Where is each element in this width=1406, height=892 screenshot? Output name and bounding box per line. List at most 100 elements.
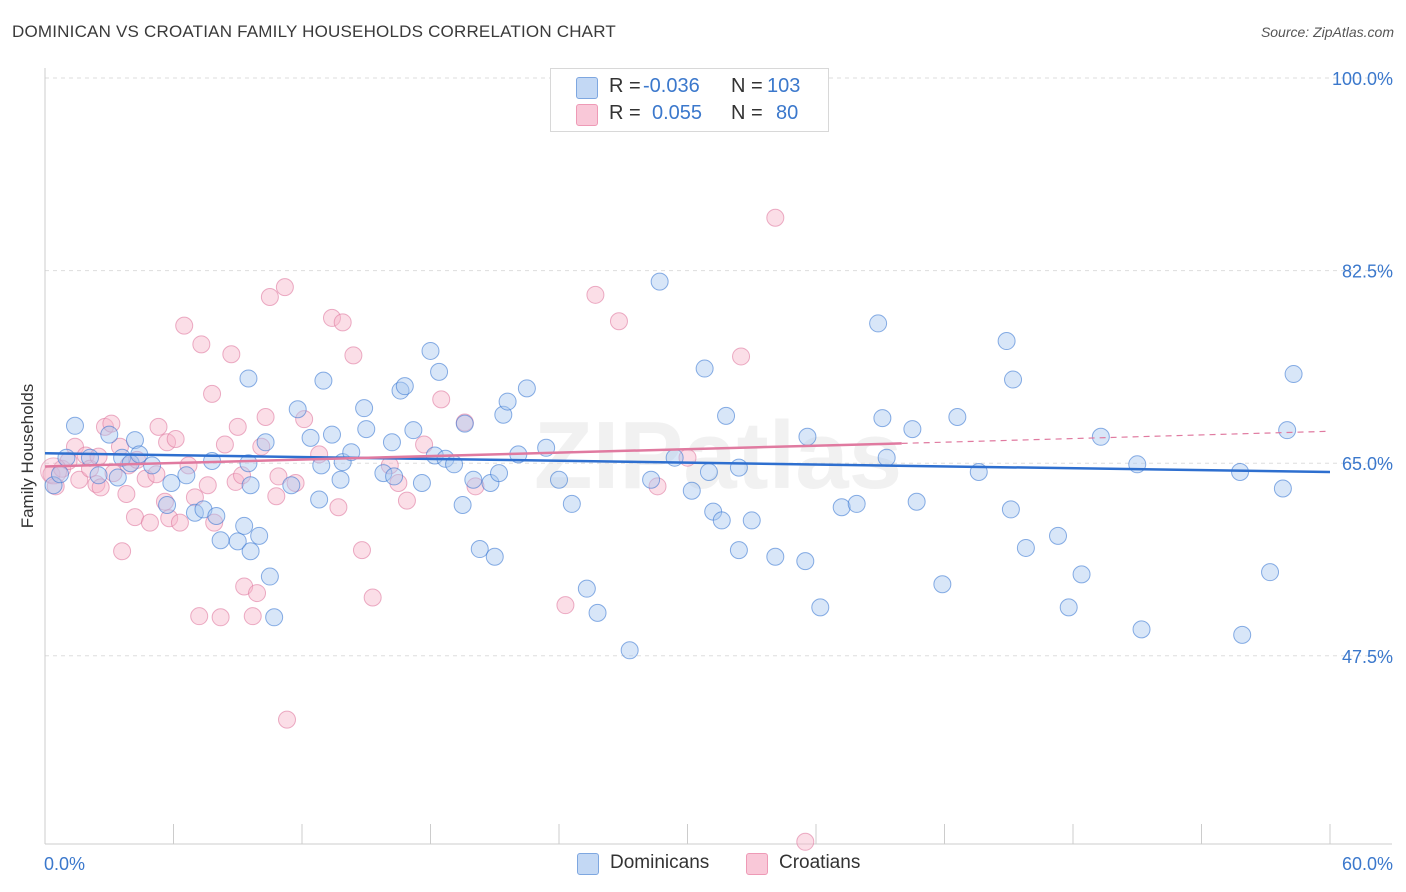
- dominicans-point: [832, 498, 851, 517]
- dominicans-point: [1059, 598, 1078, 617]
- croatians-trend-extension: [901, 430, 1331, 444]
- dominicans-point: [470, 540, 489, 559]
- dominicans-point: [57, 448, 76, 467]
- n-value: 80: [776, 102, 799, 124]
- r-value: -0.036: [643, 75, 700, 97]
- grid-lines: [45, 77, 1392, 657]
- stats-row-dominicans: R = -0.036 N = 103: [551, 74, 828, 100]
- dominicans-point: [44, 476, 63, 495]
- dominicans-point: [1261, 563, 1280, 582]
- dominicans-point: [620, 641, 639, 660]
- croatians-point: [766, 208, 785, 227]
- dominicans-point: [331, 470, 350, 489]
- dominicans-point: [143, 456, 162, 475]
- croatians-point: [192, 335, 211, 354]
- dominicans-point: [256, 433, 275, 452]
- croatians-point: [205, 513, 224, 532]
- croatians-point: [147, 465, 166, 484]
- dominicans-point: [485, 547, 504, 566]
- dominicans-point: [1278, 421, 1297, 440]
- dominicans-point: [250, 526, 269, 545]
- croatians-point: [432, 390, 451, 409]
- dominicans-point: [241, 542, 260, 561]
- dominicans-point: [1001, 500, 1020, 519]
- dominicans-point: [89, 466, 108, 485]
- stats-row-croatians: R = 0.055 N = 80: [551, 101, 828, 127]
- dominicans-point: [699, 463, 718, 482]
- legend-label: Croatians: [779, 852, 861, 873]
- dominicans-legend-swatch: [577, 853, 599, 875]
- dominicans-point: [1072, 565, 1091, 584]
- dominicans-point: [50, 465, 69, 484]
- croatians-point: [796, 832, 815, 851]
- dominicans-point: [1273, 479, 1292, 498]
- dominicans-point: [357, 420, 376, 439]
- dominicans-point: [207, 507, 226, 526]
- dominicans-point: [933, 575, 952, 594]
- dominicans-point: [1132, 620, 1151, 639]
- dominicans-point: [811, 598, 830, 617]
- dominicans-point: [729, 458, 748, 477]
- dominicans-point: [1004, 370, 1023, 389]
- dominicans-point: [869, 314, 888, 333]
- dominicans-point: [650, 272, 669, 291]
- croatians-point: [609, 312, 628, 331]
- dominicans-point: [421, 341, 440, 360]
- dominicans-point: [1233, 625, 1252, 644]
- dominicans-point: [239, 454, 258, 473]
- dominicans-point: [355, 399, 374, 418]
- croatians-point: [155, 492, 174, 511]
- dominicans-point: [265, 608, 284, 627]
- croatians-point: [256, 407, 275, 426]
- croatians-point: [243, 607, 262, 626]
- croatians-point: [648, 477, 667, 496]
- dominicans-point: [404, 421, 423, 440]
- croatians-point: [166, 429, 185, 448]
- y-tick-label: 65.0%: [1342, 454, 1393, 474]
- y-tick-label: 47.5%: [1342, 647, 1393, 667]
- dominicans-point: [100, 425, 119, 444]
- dominicans-point: [239, 369, 258, 388]
- axes: [44, 68, 1392, 845]
- dominicans-point: [288, 400, 307, 419]
- croatians-point: [70, 470, 89, 489]
- croatians-point: [322, 308, 341, 327]
- r-label: R =: [609, 102, 641, 124]
- dominicans-point: [322, 425, 341, 444]
- dominicans-point: [1016, 538, 1035, 557]
- dominicans-points: [44, 272, 1303, 660]
- croatians-point: [295, 410, 314, 429]
- croatians-point: [136, 469, 155, 488]
- dominicans-point: [873, 409, 892, 428]
- legend-label: Dominicans: [610, 852, 710, 873]
- croatians-point: [211, 608, 230, 627]
- dominicans-trend-line: [44, 452, 1331, 474]
- dominicans-point: [796, 552, 815, 571]
- dominicans-point: [374, 464, 393, 483]
- dominicans-point: [382, 433, 401, 452]
- croatians-point: [329, 498, 348, 517]
- croatians-point: [203, 384, 222, 403]
- croatians-point: [275, 278, 294, 297]
- croatians-point: [466, 477, 485, 496]
- dominicans-point: [877, 448, 896, 467]
- dominicans-point: [742, 511, 761, 530]
- dominicans-point: [162, 474, 181, 493]
- trend-lines: [44, 430, 1331, 474]
- dominicans-point: [412, 474, 431, 493]
- dominicans-point: [282, 476, 301, 495]
- dominicans-point: [798, 427, 817, 446]
- dominicans-point: [228, 532, 247, 551]
- croatians-point: [117, 485, 136, 504]
- dominicans-point: [65, 416, 84, 435]
- croatians-point: [556, 596, 575, 615]
- x-tick-label: 60.0%: [1342, 854, 1393, 874]
- stats-box: R = -0.036 N = 103 R = 0.055 N = 80: [550, 68, 829, 132]
- croatians-point: [170, 513, 189, 532]
- dominicans-point: [695, 359, 714, 378]
- dominicans-point: [260, 567, 279, 586]
- dominicans-point: [235, 516, 254, 535]
- dominicans-point: [847, 494, 866, 513]
- dominicans-point: [1284, 365, 1303, 384]
